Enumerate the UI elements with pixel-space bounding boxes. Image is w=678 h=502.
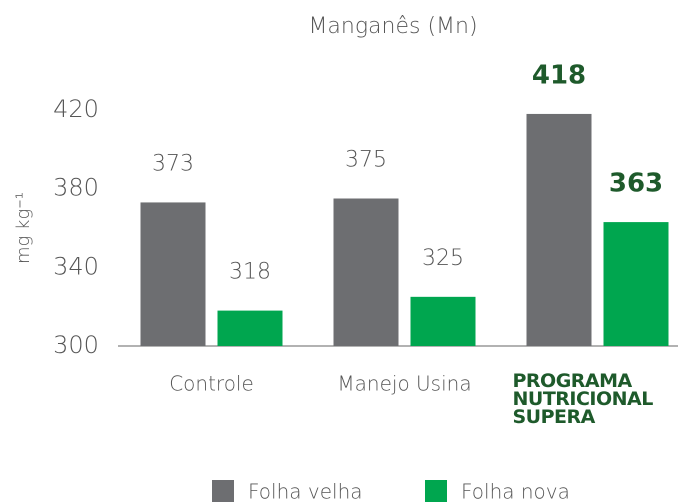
value-label: 373 <box>152 151 194 176</box>
chart-title: Manganês (Mn) <box>308 14 477 39</box>
x-tick-label: Controle <box>169 372 254 396</box>
bar <box>526 113 592 346</box>
value-label: 363 <box>609 169 663 199</box>
bar <box>410 296 476 346</box>
logo-text: PROGRAMA NUTRICIONAL SUPERA <box>512 372 654 428</box>
y-tick-label: 420 <box>53 95 99 123</box>
x-tick-logo: PROGRAMA NUTRICIONAL SUPERA <box>512 372 654 428</box>
bar <box>333 198 399 346</box>
bar <box>217 310 283 346</box>
value-label: 418 <box>532 60 586 90</box>
y-tick-label: 300 <box>53 331 99 359</box>
value-label: 375 <box>345 148 387 173</box>
legend-swatch <box>425 480 447 502</box>
y-tick-label: 380 <box>53 174 99 202</box>
y-axis-label: mg kg⁻¹ <box>13 192 34 264</box>
legend-swatch <box>212 480 234 502</box>
value-label: 325 <box>422 246 464 271</box>
y-tick-label: 340 <box>53 252 99 280</box>
legend-label: Folha velha <box>248 480 363 502</box>
legend-label: Folha nova <box>461 480 570 502</box>
bar <box>603 222 669 346</box>
bar <box>140 202 206 346</box>
value-label: 318 <box>229 260 271 285</box>
x-tick-label: Manejo Usina <box>337 372 471 396</box>
